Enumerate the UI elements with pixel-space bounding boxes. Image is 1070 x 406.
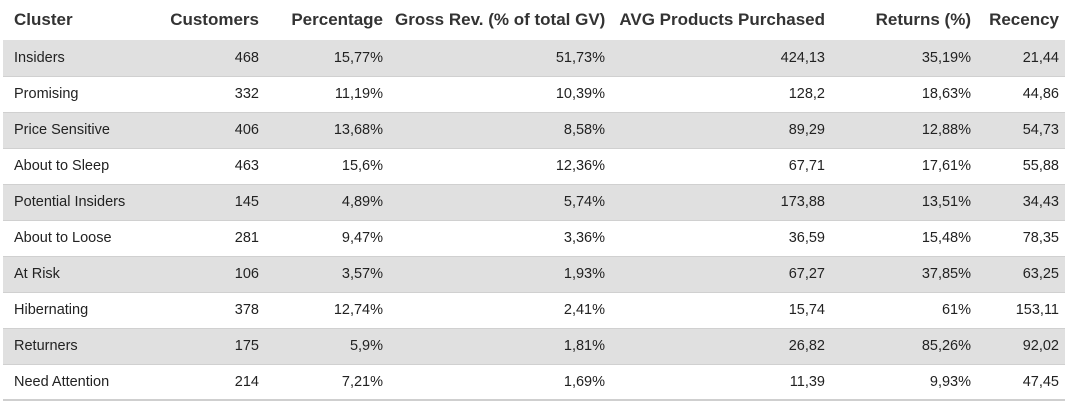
cell-returns: 37,85%	[831, 256, 977, 293]
cell-percentage: 5,9%	[265, 328, 389, 365]
cell-cluster: At Risk	[3, 256, 153, 293]
cell-returns: 85,26%	[831, 328, 977, 365]
table-row: Price Sensitive 406 13,68% 8,58% 89,29 12,88%…	[3, 112, 1065, 149]
cell-gross-rev-of-total-gv: 2,41%	[389, 292, 611, 329]
column-header-recency: Recency	[989, 10, 1059, 29]
cell-customers: 175	[153, 328, 265, 365]
cell-customers: 214	[153, 364, 265, 401]
cell-avg-products-purchased: 11,39	[611, 364, 831, 401]
table-header: Cluster Customers Percentage Gross Rev. (% …	[3, 0, 1065, 40]
cell-recency: 63,25	[977, 256, 1065, 293]
cell-customers: 406	[153, 112, 265, 149]
cell-gross-rev-of-total-gv: 1,69%	[389, 364, 611, 401]
cell-avg-products-purchased: 26,82	[611, 328, 831, 365]
cell-customers: 468	[153, 40, 265, 77]
cell-recency: 55,88	[977, 148, 1065, 185]
cell-gross-rev-of-total-gv: 8,58%	[389, 112, 611, 149]
cluster-table: Cluster Customers Percentage Gross Rev. (% …	[3, 0, 1065, 401]
cell-cluster: About to Sleep	[3, 148, 153, 185]
header-row: Cluster Customers Percentage Gross Rev. (% …	[3, 0, 1065, 40]
cell-recency: 34,43	[977, 184, 1065, 221]
cell-returns: 9,93%	[831, 364, 977, 401]
cell-customers: 332	[153, 76, 265, 113]
cell-cluster: Insiders	[3, 40, 153, 77]
cell-cluster: Returners	[3, 328, 153, 365]
cell-returns: 18,63%	[831, 76, 977, 113]
table-row: Need Attention 214 7,21% 1,69% 11,39 9,93% 47,…	[3, 364, 1065, 401]
cell-gross-rev-of-total-gv: 10,39%	[389, 76, 611, 113]
table-row: At Risk 106 3,57% 1,93% 67,27 37,85% 63,25	[3, 256, 1065, 293]
table-row: Hibernating 378 12,74% 2,41% 15,74 61% 153,11	[3, 292, 1065, 329]
column-header-avg-products-purchased: AVG Products Purchased	[619, 10, 825, 29]
cell-returns: 35,19%	[831, 40, 977, 77]
cell-gross-rev-of-total-gv: 1,93%	[389, 256, 611, 293]
cell-customers: 378	[153, 292, 265, 329]
cell-avg-products-purchased: 128,2	[611, 76, 831, 113]
table-row: Insiders 468 15,77% 51,73% 424,13 35,19% 21,44	[3, 40, 1065, 77]
cell-recency: 47,45	[977, 364, 1065, 401]
cell-cluster: About to Loose	[3, 220, 153, 257]
cell-customers: 145	[153, 184, 265, 221]
cell-percentage: 11,19%	[265, 76, 389, 113]
cell-recency: 153,11	[977, 292, 1065, 329]
cell-gross-rev-of-total-gv: 51,73%	[389, 40, 611, 77]
cell-gross-rev-of-total-gv: 5,74%	[389, 184, 611, 221]
cell-percentage: 4,89%	[265, 184, 389, 221]
cell-percentage: 12,74%	[265, 292, 389, 329]
cell-cluster: Potential Insiders	[3, 184, 153, 221]
column-header-gross-rev-of-total-gv: Gross Rev. (% of total GV)	[395, 10, 606, 29]
cluster-table-container: Cluster Customers Percentage Gross Rev. (% …	[3, 0, 1069, 401]
cell-avg-products-purchased: 67,71	[611, 148, 831, 185]
table-body: Insiders 468 15,77% 51,73% 424,13 35,19% 21,44…	[3, 40, 1065, 401]
cell-gross-rev-of-total-gv: 12,36%	[389, 148, 611, 185]
cell-customers: 463	[153, 148, 265, 185]
cell-returns: 61%	[831, 292, 977, 329]
cell-recency: 21,44	[977, 40, 1065, 77]
cell-percentage: 15,77%	[265, 40, 389, 77]
table-row: Potential Insiders 145 4,89% 5,74% 173,88 13,…	[3, 184, 1065, 221]
cell-avg-products-purchased: 89,29	[611, 112, 831, 149]
cell-returns: 17,61%	[831, 148, 977, 185]
cell-avg-products-purchased: 15,74	[611, 292, 831, 329]
table-row: Promising 332 11,19% 10,39% 128,2 18,63% 44,86	[3, 76, 1065, 113]
cell-returns: 15,48%	[831, 220, 977, 257]
cell-percentage: 13,68%	[265, 112, 389, 149]
cell-percentage: 3,57%	[265, 256, 389, 293]
cell-percentage: 9,47%	[265, 220, 389, 257]
column-header-percentage: Percentage	[291, 10, 383, 29]
table-row: About to Loose 281 9,47% 3,36% 36,59 15,48% 78…	[3, 220, 1065, 257]
cell-customers: 281	[153, 220, 265, 257]
cell-avg-products-purchased: 424,13	[611, 40, 831, 77]
cell-cluster: Promising	[3, 76, 153, 113]
cell-percentage: 15,6%	[265, 148, 389, 185]
cell-recency: 44,86	[977, 76, 1065, 113]
cell-avg-products-purchased: 36,59	[611, 220, 831, 257]
cell-cluster: Need Attention	[3, 364, 153, 401]
cell-avg-products-purchased: 173,88	[611, 184, 831, 221]
cell-avg-products-purchased: 67,27	[611, 256, 831, 293]
column-header-cluster: Cluster	[14, 10, 73, 29]
table-row: About to Sleep 463 15,6% 12,36% 67,71 17,61% 5…	[3, 148, 1065, 185]
cell-recency: 78,35	[977, 220, 1065, 257]
cell-returns: 13,51%	[831, 184, 977, 221]
cell-returns: 12,88%	[831, 112, 977, 149]
table-row: Returners 175 5,9% 1,81% 26,82 85,26% 92,02	[3, 328, 1065, 365]
cell-recency: 54,73	[977, 112, 1065, 149]
cell-recency: 92,02	[977, 328, 1065, 365]
cell-customers: 106	[153, 256, 265, 293]
cell-cluster: Price Sensitive	[3, 112, 153, 149]
cell-cluster: Hibernating	[3, 292, 153, 329]
cell-gross-rev-of-total-gv: 1,81%	[389, 328, 611, 365]
column-header-returns: Returns (%)	[875, 10, 971, 29]
cell-gross-rev-of-total-gv: 3,36%	[389, 220, 611, 257]
column-header-customers: Customers	[170, 10, 259, 29]
cell-percentage: 7,21%	[265, 364, 389, 401]
